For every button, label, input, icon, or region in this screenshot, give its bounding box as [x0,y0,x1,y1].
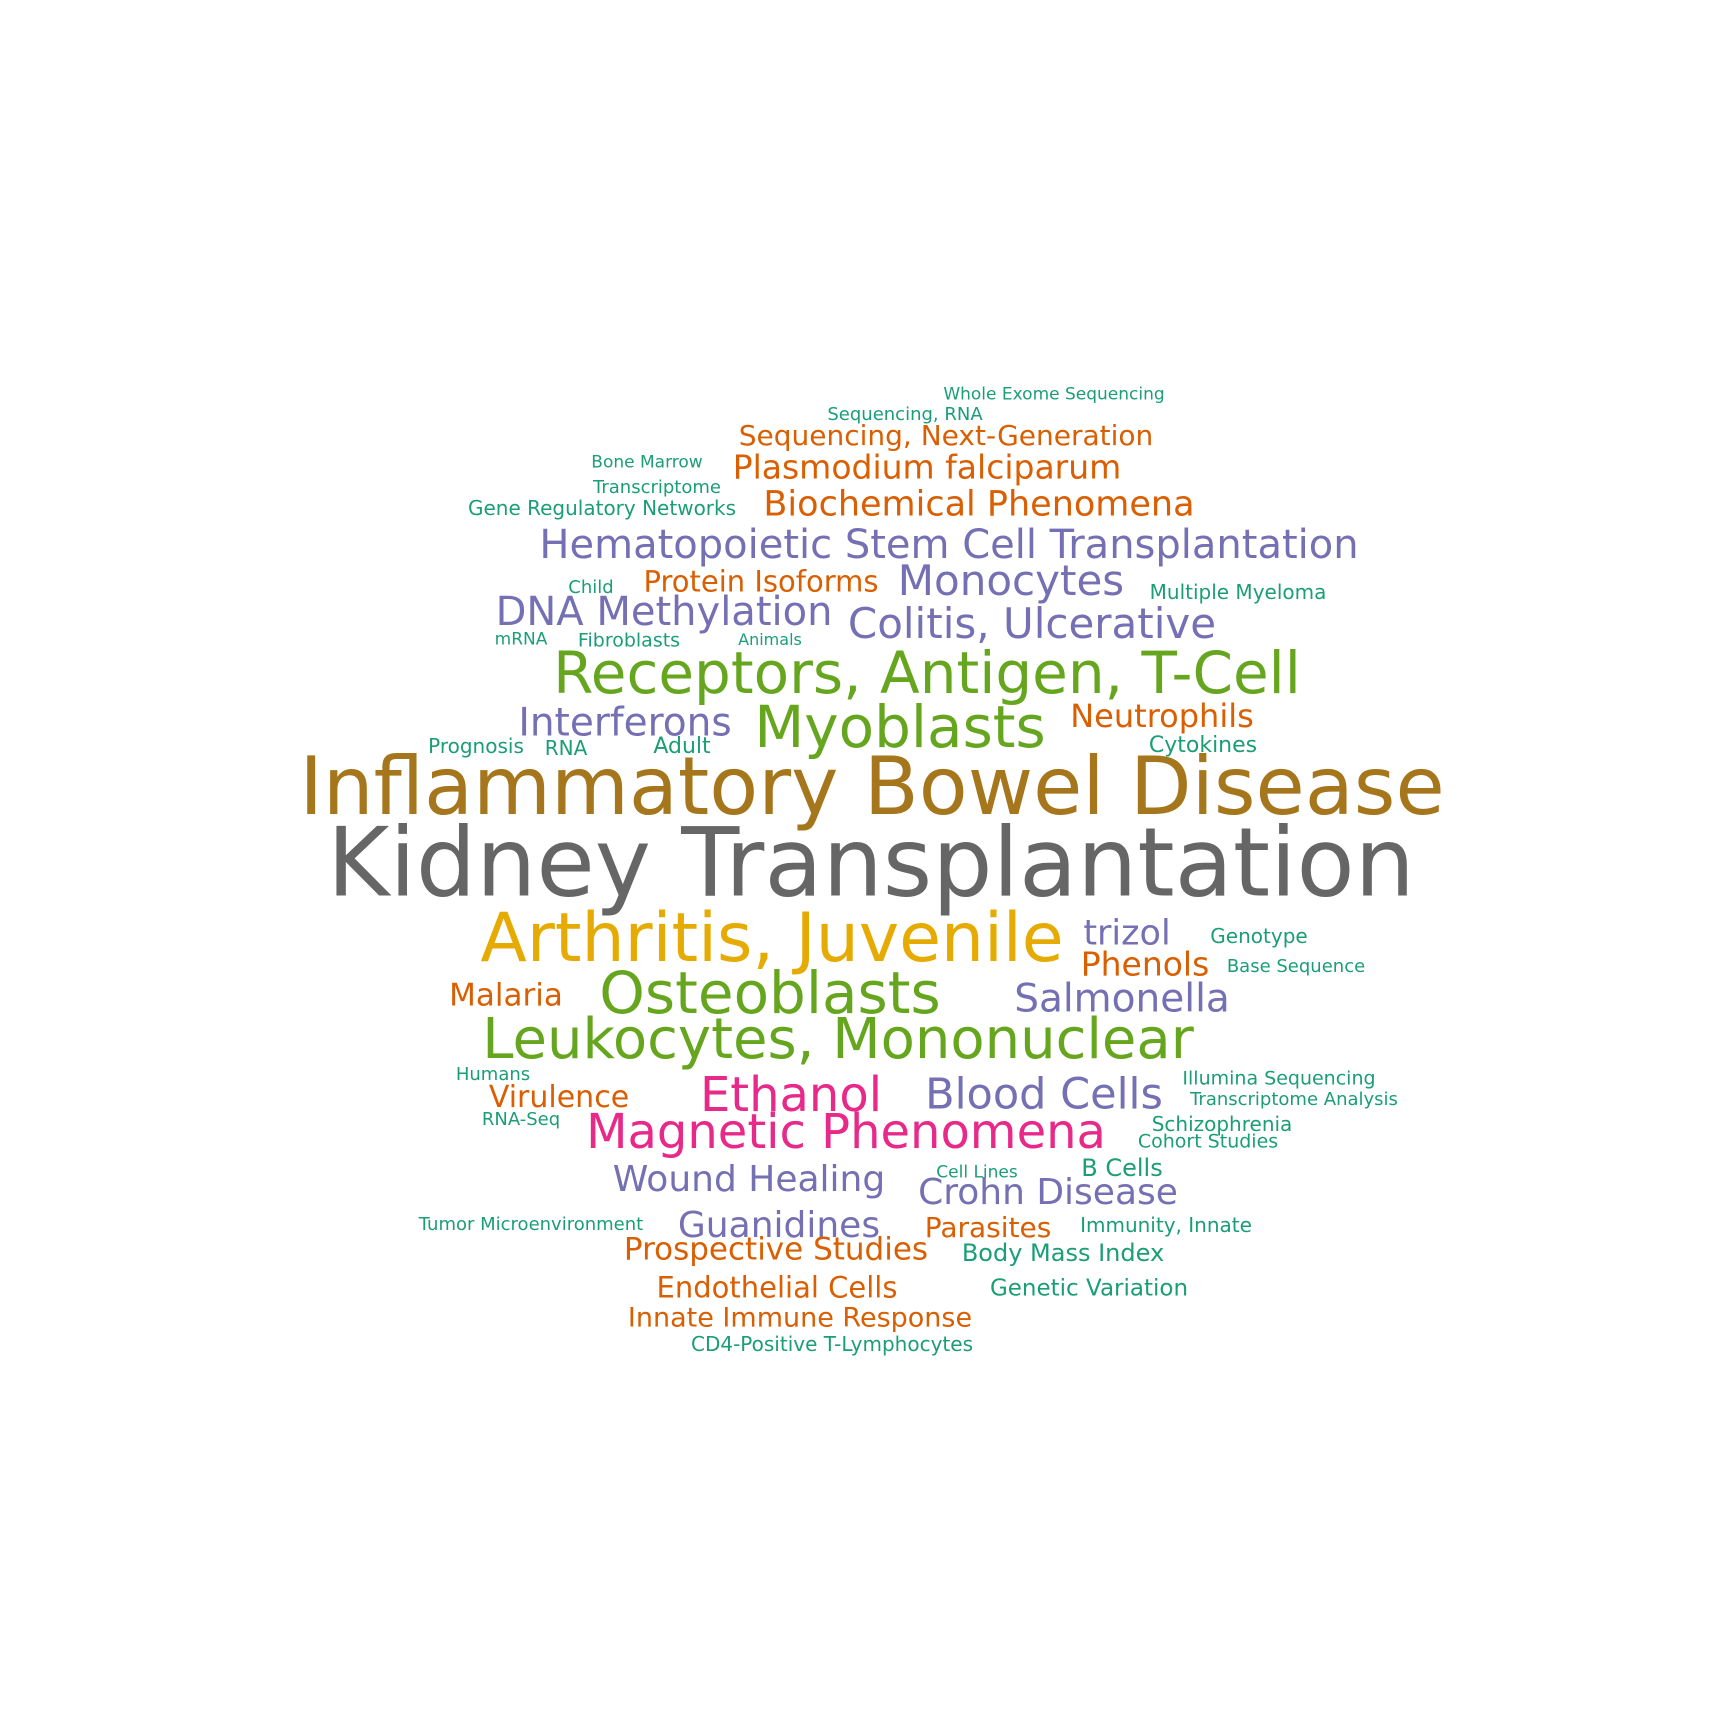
word-transcriptome-analysis: Transcriptome Analysis [1190,1089,1398,1110]
word-ethanol: Ethanol [699,1067,883,1123]
word-bone-marrow: Bone Marrow [591,452,703,473]
word-wound-healing: Wound Healing [612,1159,886,1200]
word-parasites: Parasites [924,1211,1052,1244]
word-b-cells: B Cells [1081,1154,1163,1182]
word-interferons: Interferons [518,700,732,746]
word-colitis-ulcerative: Colitis, Ulcerative [847,599,1217,648]
word-dna-methylation: DNA Methylation [495,589,833,635]
word-sequencing-next-generation: Sequencing, Next-Generation [738,419,1154,452]
word-whole-exome-sequencing: Whole Exome Sequencing [943,384,1165,405]
word-phenols: Phenols [1080,944,1210,984]
word-protein-isoforms: Protein Isoforms [643,564,879,599]
word-mrna: mRNA [494,629,548,650]
word-fibroblasts: Fibroblasts [577,629,681,652]
word-illumina-sequencing: Illumina Sequencing [1182,1067,1376,1090]
word-transcriptome: Transcriptome [593,477,721,498]
word-body-mass-index: Body Mass Index [961,1239,1165,1267]
word-plasmodium-falciparum: Plasmodium falciparum [732,447,1122,487]
word-trizol: trizol [1083,913,1171,954]
word-crohn-disease: Crohn Disease [918,1172,1178,1213]
word-humans: Humans [455,1064,531,1085]
word-prospective-studies: Prospective Studies [623,1231,929,1268]
word-prognosis: Prognosis [428,734,524,758]
word-cd4-positive-t-lymphocytes: CD4-Positive T-Lymphocytes [691,1332,973,1356]
word-kidney-transplantation: Kidney Transplantation [327,808,1415,919]
word-animals: Animals [738,630,802,649]
word-schizophrenia: Schizophrenia [1151,1112,1293,1136]
word-multiple-myeloma: Multiple Myeloma [1149,580,1327,604]
word-guanidines: Guanidines [677,1205,881,1246]
word-monocytes: Monocytes [897,556,1125,605]
word-osteoblasts: Osteoblasts [599,959,941,1027]
word-cytokines: Cytokines [1148,733,1258,758]
word-inflammatory-bowel-disease: Inflammatory Bowel Disease [299,740,1445,833]
word-arthritis-juvenile: Arthritis, Juvenile [480,899,1064,978]
word-endothelial-cells: Endothelial Cells [656,1270,898,1305]
word-magnetic-phenomena: Magnetic Phenomena [586,1104,1106,1160]
word-myoblasts: Myoblasts [754,693,1046,761]
word-cohort-studies: Cohort Studies [1137,1130,1279,1153]
word-adult: Adult [653,734,711,759]
word-neutrophils: Neutrophils [1070,697,1254,735]
word-rna-seq: RNA-Seq [481,1109,561,1130]
word-cell-lines: Cell Lines [936,1162,1018,1183]
word-tumor-microenvironment: Tumor Microenvironment [418,1214,644,1235]
word-genotype: Genotype [1210,924,1308,948]
word-malaria: Malaria [449,977,563,1014]
word-hematopoietic-stem-cell-transplantation: Hematopoietic Stem Cell Transplantation [539,522,1359,568]
word-biochemical-phenomena: Biochemical Phenomena [763,484,1195,525]
word-virulence: Virulence [488,1080,630,1115]
word-salmonella: Salmonella [1014,976,1230,1022]
word-gene-regulatory-networks: Gene Regulatory Networks [467,496,737,520]
word-blood-cells: Blood Cells [925,1069,1163,1120]
word-immunity-innate: Immunity, Innate [1080,1213,1252,1237]
word-leukocytes-mononuclear: Leukocytes, Mononuclear [482,1007,1194,1072]
word-child: Child [568,577,614,598]
word-receptors-antigen-t-cell: Receptors, Antigen, T-Cell [553,639,1301,707]
word-sequencing-rna: Sequencing, RNA [827,404,983,425]
word-genetic-variation: Genetic Variation [989,1275,1189,1302]
word-base-sequence: Base Sequence [1226,956,1366,977]
word-rna: RNA [544,736,588,760]
word-innate-immune-response: Innate Immune Response [627,1302,973,1334]
